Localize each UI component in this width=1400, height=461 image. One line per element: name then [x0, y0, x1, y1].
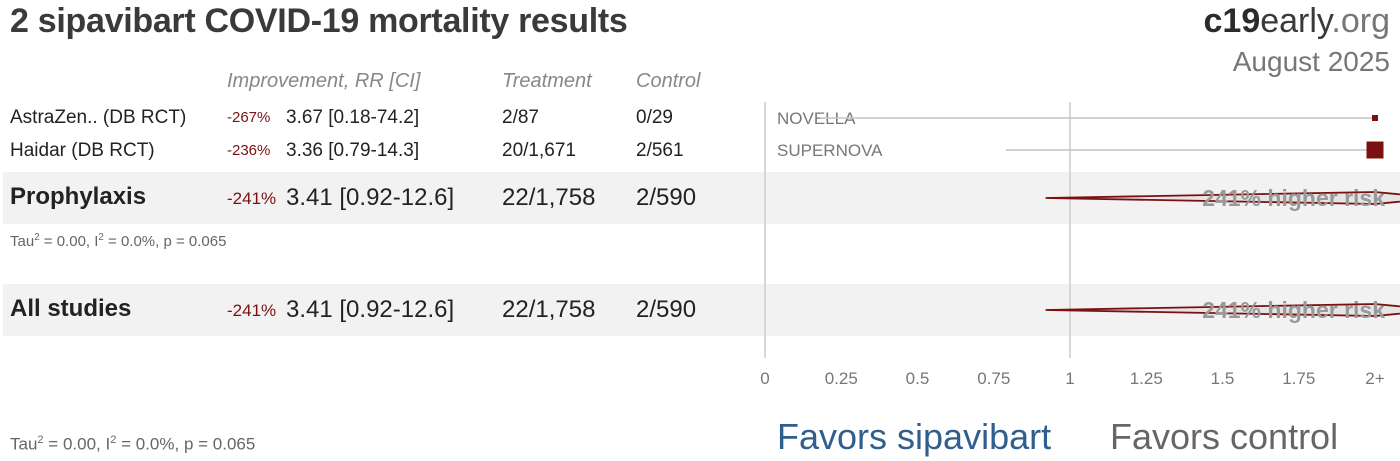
- x-tick-label: 0.75: [977, 369, 1010, 388]
- col-header-treatment: Treatment: [502, 70, 592, 92]
- stat-rest: = 0.0%, p = 0.065: [103, 233, 227, 250]
- stat-tau-val: = 0.00, I: [43, 434, 111, 454]
- study-name: AstraZen.. (DB RCT): [10, 107, 187, 128]
- stat-tau-sup: 2: [37, 434, 44, 446]
- study-rr: 3.36 [0.79-14.3]: [286, 140, 420, 161]
- overall-diamond: [1045, 303, 1400, 317]
- x-tick-label: 0.25: [825, 369, 858, 388]
- x-tick-label: 0: [760, 369, 769, 388]
- x-tick-label: 1: [1065, 369, 1074, 388]
- stat-tau-sup: 2: [34, 232, 40, 243]
- stat-tau: Tau: [10, 233, 35, 250]
- page-title: 2 sipavibart COVID-19 mortality results: [10, 2, 628, 40]
- overall-summary-label: 241% higher risk: [1202, 297, 1385, 323]
- subgroup-control: 2/590: [636, 184, 697, 211]
- overall-rr: 3.41 [0.92-12.6]: [286, 296, 455, 323]
- overall-band: [3, 284, 1400, 336]
- x-tick-label: 2+: [1365, 369, 1384, 388]
- overall-heterogeneity: Tau2 = 0.00, I2 = 0.0%, p = 0.065: [10, 434, 255, 455]
- subgroup-improvement: -241%: [227, 189, 277, 208]
- study-rr: 3.67 [0.18-74.2]: [286, 107, 420, 128]
- subgroup-heterogeneity: Tau2 = 0.00, I2 = 0.0%, p = 0.065: [10, 232, 226, 250]
- col-header-improvement: Improvement, RR [CI]: [227, 70, 421, 92]
- overall-treatment: 22/1,758: [502, 296, 596, 323]
- subgroup-band-prophylaxis: [3, 172, 1400, 224]
- overall-name: All studies: [10, 295, 132, 322]
- brand-logo[interactable]: c19early.org: [1204, 2, 1391, 41]
- stat-i-sup: 2: [98, 232, 104, 243]
- favors-control-label: Favors control: [1110, 416, 1339, 457]
- x-tick-label: 1.75: [1282, 369, 1315, 388]
- brand-tld: .org: [1331, 2, 1390, 40]
- study-treatment: 2/87: [502, 107, 539, 128]
- study-point-box: [1372, 115, 1378, 121]
- study-control: 2/561: [636, 140, 684, 161]
- stat-tau: Tau: [10, 434, 38, 454]
- study-improvement: -267%: [227, 109, 271, 126]
- study-control: 0/29: [636, 107, 673, 128]
- study-improvement: -236%: [227, 142, 271, 159]
- stat-tau-val: = 0.00, I: [39, 233, 99, 250]
- x-tick-label: 1.5: [1211, 369, 1235, 388]
- stat-rest: = 0.0%, p = 0.065: [116, 434, 256, 454]
- subgroup-summary-label: 241% higher risk: [1202, 185, 1385, 211]
- brand-bold: c19: [1203, 2, 1261, 40]
- subgroup-name: Prophylaxis: [10, 183, 147, 210]
- stat-i-sup: 2: [110, 434, 117, 446]
- report-date: August 2025: [1232, 46, 1390, 77]
- x-tick-label: 0.5: [906, 369, 930, 388]
- subgroup-treatment: 22/1,758: [502, 184, 596, 211]
- subgroup-diamond: [1045, 191, 1400, 205]
- study-point-box: [1366, 141, 1384, 159]
- study-trial-label: NOVELLA: [777, 109, 856, 128]
- favors-treatment-label: Favors sipavibart: [777, 416, 1052, 457]
- overall-improvement: -241%: [227, 301, 277, 320]
- col-header-control: Control: [636, 70, 701, 92]
- overall-control: 2/590: [636, 296, 697, 323]
- subgroup-rr: 3.41 [0.92-12.6]: [286, 184, 455, 211]
- study-treatment: 20/1,671: [502, 140, 576, 161]
- study-name: Haidar (DB RCT): [10, 140, 155, 161]
- brand-mid: early: [1260, 2, 1332, 40]
- study-trial-label: SUPERNOVA: [777, 141, 883, 160]
- x-tick-label: 1.25: [1130, 369, 1163, 388]
